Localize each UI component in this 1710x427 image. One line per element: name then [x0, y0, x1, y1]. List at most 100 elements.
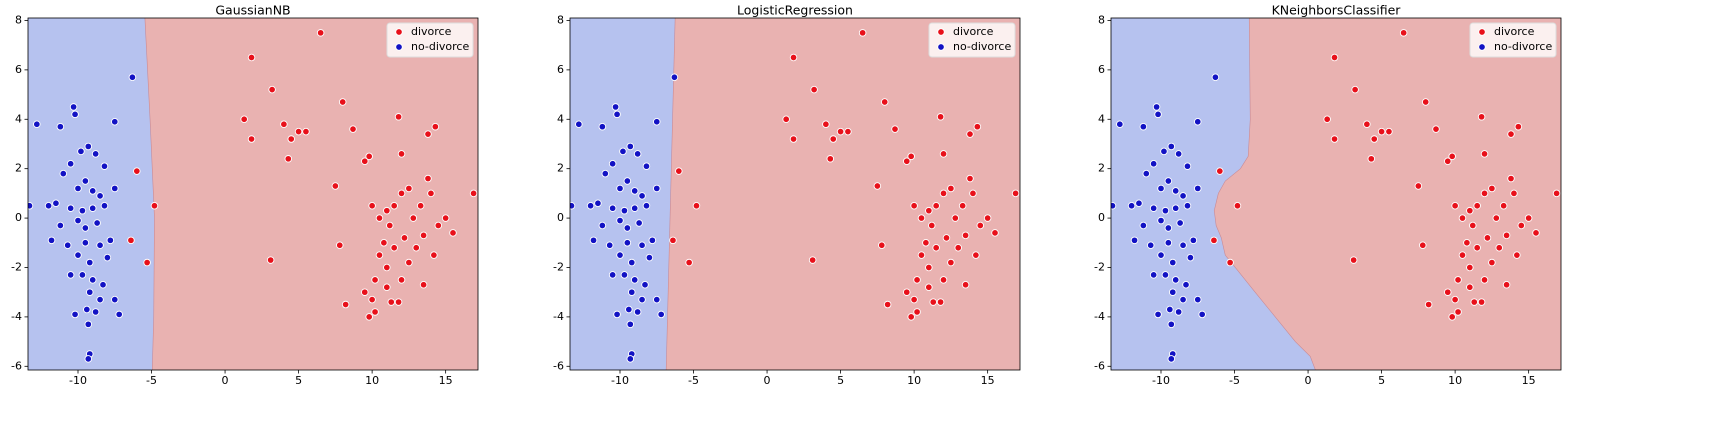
point	[1179, 295, 1187, 304]
point	[1194, 117, 1202, 126]
point	[66, 204, 75, 212]
x-tick-label: 15	[981, 374, 995, 387]
point	[633, 308, 642, 316]
point	[1167, 142, 1176, 151]
x-tick-label: -10	[611, 374, 629, 387]
point	[1167, 355, 1176, 363]
point	[1473, 243, 1481, 252]
point	[1161, 206, 1170, 215]
point	[412, 243, 420, 252]
point	[44, 201, 53, 210]
point	[1454, 276, 1462, 284]
region-no-divorce	[570, 18, 676, 370]
x-tick-label: -10	[1152, 374, 1170, 387]
point	[653, 117, 661, 126]
point	[630, 204, 639, 212]
point	[822, 120, 830, 128]
x-tick-label: -5	[146, 374, 157, 387]
point	[1160, 147, 1168, 156]
point	[903, 157, 911, 166]
point	[431, 122, 440, 131]
point	[1507, 174, 1515, 183]
point	[1466, 283, 1474, 291]
y-tick-label: -6	[1094, 359, 1105, 372]
point	[625, 305, 633, 314]
point	[972, 251, 980, 259]
y-tick-label: -4	[553, 310, 564, 323]
point	[633, 150, 642, 158]
axes-frame	[569, 17, 1021, 371]
point	[83, 305, 91, 314]
legend-marker	[395, 43, 403, 51]
point	[925, 206, 933, 215]
point	[380, 239, 388, 247]
point	[1367, 155, 1376, 163]
point	[128, 73, 137, 82]
point	[365, 313, 373, 321]
point	[1451, 295, 1459, 304]
point	[397, 189, 406, 198]
point	[925, 283, 933, 291]
point	[383, 283, 391, 291]
point	[685, 258, 693, 267]
point	[1169, 258, 1177, 267]
legend-marker	[1478, 43, 1486, 51]
x-tick-label: -10	[69, 374, 87, 387]
point	[638, 241, 646, 250]
point	[613, 110, 621, 119]
point	[626, 142, 635, 151]
point	[1164, 224, 1173, 232]
point	[1130, 236, 1139, 245]
point	[1469, 221, 1477, 230]
point	[1514, 122, 1523, 131]
point	[789, 53, 798, 62]
point	[939, 276, 948, 284]
point	[294, 127, 303, 136]
point	[430, 251, 438, 259]
point	[675, 167, 683, 175]
point	[84, 142, 93, 151]
point	[951, 214, 960, 222]
point	[1513, 251, 1521, 259]
point	[1226, 258, 1234, 267]
point	[991, 229, 999, 237]
point	[586, 201, 595, 210]
y-tick-label: -2	[553, 260, 564, 273]
point	[628, 288, 636, 296]
point	[626, 355, 635, 363]
point	[1164, 239, 1173, 247]
point	[1507, 130, 1515, 138]
point	[1424, 300, 1433, 309]
point	[1499, 201, 1508, 210]
point	[858, 29, 867, 37]
point	[1502, 231, 1511, 240]
point	[368, 201, 376, 210]
y-tick-label: 0	[1098, 211, 1105, 224]
point	[619, 147, 627, 156]
point	[1532, 229, 1540, 237]
legend-label: no-divorce	[1494, 40, 1552, 53]
point	[891, 125, 899, 133]
y-tick-label: 4	[557, 112, 564, 125]
point	[111, 295, 119, 304]
y-tick-label: -4	[11, 310, 22, 323]
point	[1176, 219, 1184, 227]
point	[1454, 308, 1462, 316]
point	[1448, 313, 1456, 321]
point	[338, 98, 347, 106]
point	[653, 295, 661, 304]
point	[96, 295, 104, 304]
point	[1182, 281, 1190, 289]
legend-label: divorce	[411, 25, 452, 38]
point	[1233, 201, 1242, 210]
point	[441, 214, 450, 222]
point	[1524, 214, 1533, 222]
point	[150, 201, 159, 210]
point	[1473, 201, 1481, 210]
point	[331, 182, 340, 190]
point	[1458, 214, 1467, 222]
point	[84, 355, 93, 363]
x-tick-label: 10	[1448, 374, 1462, 387]
point	[365, 152, 373, 161]
